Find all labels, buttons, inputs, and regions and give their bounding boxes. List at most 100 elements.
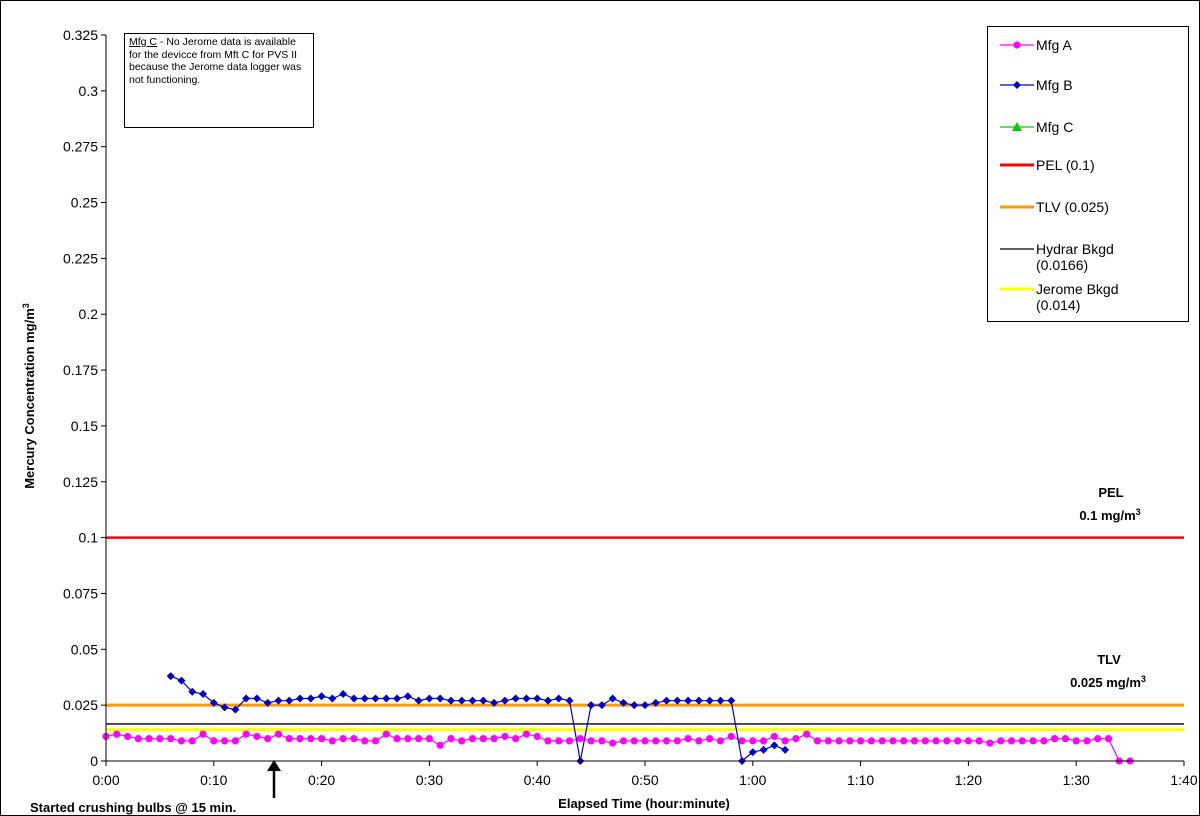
data-point-mfg-a <box>350 735 358 743</box>
data-point-mfg-a <box>555 737 563 745</box>
data-point-mfg-a <box>684 735 692 743</box>
data-point-mfg-a <box>1018 737 1026 745</box>
data-point-mfg-a <box>512 735 520 743</box>
data-point-mfg-b <box>727 696 736 705</box>
data-point-mfg-a <box>641 737 649 745</box>
y-tick-label: 0.075 <box>63 585 98 601</box>
data-point-mfg-a <box>759 737 768 745</box>
x-axis-title: Elapsed Time (hour:minute) <box>558 796 730 811</box>
pel-annotation-value: 0.1 mg/m3 <box>1079 507 1140 523</box>
data-point-mfg-b <box>446 696 455 705</box>
data-point-mfg-a <box>900 737 908 745</box>
data-point-mfg-a <box>1072 737 1080 745</box>
data-point-mfg-b <box>770 741 779 750</box>
data-point-mfg-a <box>921 737 929 745</box>
data-point-mfg-a <box>706 735 714 743</box>
data-point-mfg-b <box>317 692 326 701</box>
data-point-mfg-b <box>673 696 682 705</box>
legend-label: Mfg C <box>1036 119 1074 135</box>
data-point-mfg-b <box>759 745 768 754</box>
data-point-mfg-a <box>576 735 584 743</box>
y-tick-label: 0.25 <box>71 195 98 211</box>
data-point-mfg-a <box>954 737 962 745</box>
data-point-mfg-b <box>296 694 305 703</box>
data-point-mfg-a <box>1029 737 1037 745</box>
data-point-mfg-a <box>1061 735 1070 743</box>
data-point-mfg-b <box>662 696 671 705</box>
data-point-mfg-b <box>554 694 563 703</box>
data-point-mfg-b <box>360 694 369 703</box>
data-point-mfg-b <box>436 694 445 703</box>
y-tick-label: 0.125 <box>63 474 98 490</box>
x-tick-label: 0:00 <box>92 772 119 788</box>
data-point-mfg-b <box>748 748 757 757</box>
data-point-mfg-a <box>878 737 886 745</box>
legend-label: TLV (0.025) <box>1036 199 1109 215</box>
data-point-mfg-b <box>220 703 229 712</box>
tlv-annotation-title: TLV <box>1097 652 1121 667</box>
legend-item: Mfg A <box>998 37 1072 53</box>
data-point-mfg-a <box>425 735 433 743</box>
data-point-mfg-a <box>587 737 595 745</box>
y-tick-label: 0.225 <box>63 250 98 266</box>
data-point-mfg-a <box>318 735 326 743</box>
y-axis-title: Mercury Concentration mg/m3 <box>21 303 37 489</box>
data-point-mfg-a <box>1104 735 1113 743</box>
data-point-mfg-b <box>781 745 790 754</box>
crushing-annotation: Started crushing bulbs @ 15 min. <box>30 800 236 815</box>
data-point-mfg-b <box>630 701 639 710</box>
data-point-mfg-a <box>167 735 175 743</box>
legend-label: Hydrar Bkgd (0.0166) <box>1036 241 1114 273</box>
data-point-mfg-a <box>803 730 811 738</box>
data-point-mfg-a <box>749 737 757 745</box>
data-point-mfg-b <box>339 689 348 698</box>
legend-item: Mfg C <box>998 119 1073 135</box>
data-point-mfg-a <box>123 732 132 741</box>
legend-label: Mfg B <box>1036 77 1073 93</box>
data-point-mfg-b <box>694 696 703 705</box>
data-point-mfg-b <box>285 696 294 705</box>
data-point-mfg-b <box>457 696 466 705</box>
data-point-mfg-a <box>695 737 703 745</box>
data-point-mfg-b <box>468 696 477 705</box>
data-point-mfg-a <box>339 735 347 743</box>
data-point-mfg-a <box>458 737 466 745</box>
data-point-mfg-a <box>231 737 239 745</box>
data-point-mfg-a <box>716 737 725 745</box>
data-point-mfg-b <box>306 694 315 703</box>
tlv-annotation-value: 0.025 mg/m3 <box>1070 674 1146 690</box>
y-tick-label: 0.325 <box>63 27 98 43</box>
legend-symbol <box>1000 122 1034 131</box>
legend-item: Hydrar Bkgd (0.0166) <box>998 241 1114 273</box>
note-text: - No Jerome data is available for the de… <box>129 36 302 86</box>
data-point-mfg-a <box>210 737 218 745</box>
data-point-mfg-b <box>177 676 186 685</box>
legend-symbol <box>1000 248 1034 250</box>
data-point-mfg-a <box>501 732 509 741</box>
data-point-mfg-a <box>630 737 638 745</box>
data-point-mfg-b <box>199 689 208 698</box>
data-point-mfg-b <box>274 696 283 705</box>
data-point-mfg-b <box>328 694 337 703</box>
data-point-mfg-b <box>209 698 218 707</box>
data-point-mfg-b <box>414 696 423 705</box>
data-point-mfg-a <box>404 735 412 743</box>
legend-symbol <box>1000 41 1034 49</box>
data-point-mfg-a <box>1007 737 1016 745</box>
data-point-mfg-a <box>846 737 854 745</box>
legend-symbol <box>1000 81 1034 89</box>
legend-marker <box>1013 81 1021 89</box>
data-point-mfg-b <box>587 701 596 710</box>
y-tick-label: 0.025 <box>63 697 98 713</box>
legend-label: Mfg A <box>1036 37 1072 53</box>
data-point-mfg-a <box>134 735 142 743</box>
legend-item: Mfg B <box>998 77 1073 93</box>
data-point-mfg-a <box>867 737 875 745</box>
data-point-mfg-a <box>986 739 994 747</box>
data-point-mfg-a <box>274 730 283 738</box>
legend-symbol <box>1000 163 1034 167</box>
data-point-mfg-a <box>1040 737 1048 745</box>
data-point-mfg-a <box>468 735 477 743</box>
data-point-mfg-a <box>598 737 606 745</box>
data-point-mfg-b <box>522 694 531 703</box>
